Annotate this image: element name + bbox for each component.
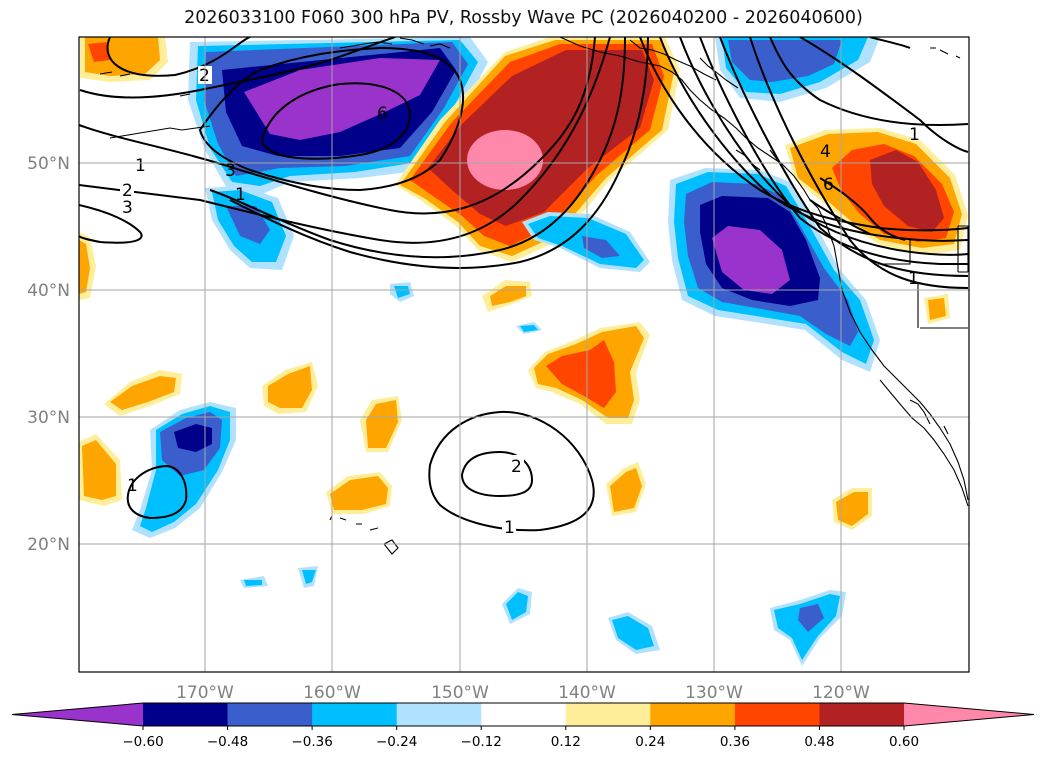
contour-label: 1 bbox=[908, 269, 919, 289]
map-plot-area: 1 2 2 3 3 6 1 4 6 1 1 1 2 1 bbox=[79, 37, 969, 672]
contour-label: 3 bbox=[225, 161, 236, 181]
lon-tick-label: 130°W bbox=[685, 683, 743, 703]
colorbar-segment bbox=[650, 703, 736, 726]
lat-tick-label: 40°N bbox=[27, 281, 70, 301]
colorbar-label: −0.12 bbox=[461, 734, 502, 750]
colorbar-label: 0.60 bbox=[889, 734, 919, 750]
colorbar-label: 0.36 bbox=[720, 734, 750, 750]
colorbar-segment bbox=[565, 703, 651, 726]
positive-anomaly-gulf-of-alaska bbox=[395, 37, 680, 262]
colorbar-label: −0.60 bbox=[122, 734, 163, 750]
contour-label: 2 bbox=[199, 66, 210, 86]
colorbar-segment bbox=[481, 703, 567, 726]
lon-tick-label: 140°W bbox=[558, 683, 616, 703]
lat-tick-label: 50°N bbox=[27, 154, 70, 174]
positive-anomaly-pacific-northwest bbox=[785, 128, 968, 255]
colorbar-segment bbox=[396, 703, 482, 726]
colorbar-label: −0.48 bbox=[207, 734, 248, 750]
colorbar: −0.60 −0.48 −0.36 −0.24 −0.12 0.12 0.24 0.36 0.4… bbox=[11, 702, 1035, 750]
coastlines bbox=[99, 37, 969, 555]
contour-label: 1 bbox=[504, 518, 515, 538]
lon-tick-label: 160°W bbox=[303, 683, 361, 703]
colorbar-label: −0.24 bbox=[376, 734, 417, 750]
colorbar-segment bbox=[143, 703, 229, 726]
map-title: 2026033100 F060 300 hPa PV, Rossby Wave … bbox=[184, 8, 863, 28]
colorbar-segment bbox=[312, 703, 398, 726]
colorbar-label: −0.36 bbox=[291, 734, 332, 750]
colorbar-segment bbox=[227, 703, 313, 726]
lon-tick-label: 170°W bbox=[176, 683, 234, 703]
colorbar-segment bbox=[819, 703, 905, 726]
contour-label: 1 bbox=[135, 156, 146, 176]
lon-tick-label: 120°W bbox=[812, 683, 870, 703]
contour-label: 6 bbox=[823, 175, 834, 195]
colorbar-extend-low bbox=[12, 703, 143, 726]
small-anomaly-blobs bbox=[79, 212, 950, 666]
colorbar-label: 0.12 bbox=[551, 734, 581, 750]
contour-label: 6 bbox=[377, 104, 388, 124]
contour-label: 1 bbox=[909, 125, 920, 145]
positive-anomaly-top-left bbox=[80, 37, 168, 82]
map-frame bbox=[78, 36, 970, 673]
colorbar-extend-high bbox=[904, 703, 1034, 726]
contour-label: 1 bbox=[127, 476, 138, 496]
latitude-tick-labels: 50°N 40°N 30°N 20°N bbox=[27, 154, 70, 555]
lat-tick-label: 20°N bbox=[27, 535, 70, 555]
lon-tick-label: 150°W bbox=[431, 683, 489, 703]
pv-contours bbox=[79, 37, 969, 532]
colorbar-segment bbox=[734, 703, 820, 726]
contour-label: 1 bbox=[235, 185, 246, 205]
contour-label: 3 bbox=[122, 198, 133, 218]
colorbar-label: 0.48 bbox=[804, 734, 834, 750]
lat-tick-label: 30°N bbox=[27, 408, 70, 428]
contour-label: 2 bbox=[122, 181, 133, 201]
colorbar-label: 0.24 bbox=[635, 734, 665, 750]
contour-labels: 1 2 2 3 3 6 1 4 6 1 1 1 2 1 bbox=[120, 66, 920, 538]
longitude-tick-labels: 170°W 160°W 150°W 140°W 130°W 120°W bbox=[176, 683, 870, 703]
contour-label: 4 bbox=[820, 142, 831, 162]
contour-label: 2 bbox=[511, 457, 522, 477]
map-gridlines bbox=[79, 37, 969, 672]
negative-anomaly-west-coast-trough bbox=[668, 168, 880, 372]
